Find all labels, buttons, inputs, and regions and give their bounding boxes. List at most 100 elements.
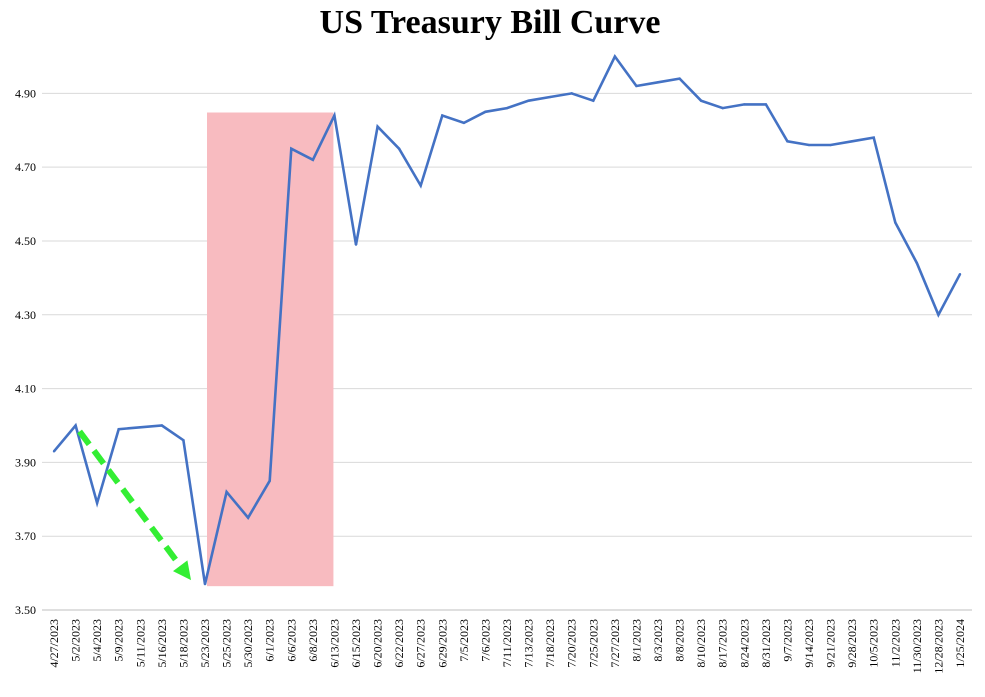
x-tick-label: 5/25/2023 bbox=[220, 619, 234, 668]
data-point bbox=[915, 261, 919, 265]
x-tick-label: 6/20/2023 bbox=[371, 619, 385, 668]
x-tick-label: 8/8/2023 bbox=[673, 619, 687, 662]
x-tick-label: 7/5/2023 bbox=[457, 619, 471, 662]
y-axis: 3.50 3.70 3.90 4.10 4.30 4.50 4.70 4.90 bbox=[15, 86, 36, 617]
x-tick-label: 8/3/2023 bbox=[651, 619, 665, 662]
x-tick-label: 5/2/2023 bbox=[69, 619, 83, 662]
data-point bbox=[268, 479, 271, 483]
x-tick-label: 7/13/2023 bbox=[522, 619, 536, 668]
x-tick-label: 11/30/2023 bbox=[910, 619, 924, 673]
data-point bbox=[354, 243, 358, 246]
series-line bbox=[53, 53, 962, 585]
chart-title: US Treasury Bill Curve bbox=[320, 4, 661, 41]
x-tick-label: 6/6/2023 bbox=[284, 619, 298, 662]
x-tick-label: 4/27/2023 bbox=[47, 619, 61, 668]
x-tick-label: 5/18/2023 bbox=[176, 619, 190, 668]
data-point bbox=[311, 158, 315, 161]
y-tick-label: 3.50 bbox=[15, 603, 36, 617]
y-tick-label: 4.30 bbox=[15, 308, 36, 322]
x-tick-label: 7/18/2023 bbox=[543, 619, 557, 668]
x-tick-label: 10/5/2023 bbox=[867, 619, 881, 668]
data-point bbox=[958, 272, 962, 276]
data-point bbox=[505, 106, 509, 110]
data-point bbox=[721, 106, 724, 110]
data-point bbox=[829, 143, 832, 147]
x-tick-label: 6/22/2023 bbox=[392, 619, 406, 668]
y-tick-label: 4.10 bbox=[15, 382, 36, 396]
x-axis: 4/27/2023 5/2/2023 5/4/2023 5/9/2023 5/11/20… bbox=[47, 619, 967, 674]
highlight-band bbox=[207, 112, 334, 587]
arrow-shaft bbox=[77, 429, 183, 568]
x-tick-label: 6/15/2023 bbox=[349, 619, 363, 668]
data-point bbox=[786, 140, 789, 143]
data-point bbox=[894, 221, 897, 224]
data-point bbox=[937, 313, 940, 316]
arrow-head bbox=[173, 560, 191, 581]
data-point bbox=[527, 99, 530, 102]
data-point bbox=[246, 516, 250, 519]
highlight-band-layer bbox=[207, 112, 334, 587]
y-tick-label: 3.70 bbox=[15, 529, 36, 543]
x-tick-label: 1/25/2024 bbox=[953, 619, 967, 668]
data-point bbox=[548, 95, 552, 99]
y-tick-label: 4.70 bbox=[15, 160, 36, 174]
data-point bbox=[182, 439, 185, 442]
x-tick-label: 8/24/2023 bbox=[737, 619, 751, 668]
y-tick-label: 3.90 bbox=[15, 455, 36, 469]
x-tick-label: 7/27/2023 bbox=[608, 619, 622, 668]
data-point bbox=[419, 184, 422, 187]
data-point bbox=[95, 501, 99, 505]
data-point bbox=[570, 92, 573, 95]
data-point bbox=[376, 125, 379, 128]
y-tick-label: 4.50 bbox=[15, 234, 36, 248]
x-tick-label: 6/29/2023 bbox=[435, 619, 449, 668]
data-point bbox=[52, 450, 56, 453]
data-point bbox=[225, 490, 228, 494]
x-tick-label: 7/25/2023 bbox=[586, 619, 600, 668]
x-tick-label: 5/30/2023 bbox=[241, 619, 255, 668]
data-point bbox=[592, 99, 595, 102]
data-point bbox=[462, 121, 466, 125]
x-tick-label: 7/20/2023 bbox=[565, 619, 579, 668]
data-point bbox=[807, 143, 811, 147]
data-point bbox=[397, 147, 401, 150]
data-point bbox=[441, 114, 444, 117]
x-tick-label: 9/28/2023 bbox=[845, 619, 859, 668]
data-point bbox=[203, 582, 207, 586]
x-tick-label: 6/13/2023 bbox=[327, 619, 341, 668]
data-point bbox=[74, 424, 77, 427]
data-point bbox=[160, 424, 164, 427]
data-point bbox=[290, 147, 293, 150]
x-tick-label: 12/28/2023 bbox=[931, 619, 945, 674]
x-tick-label: 9/14/2023 bbox=[802, 619, 816, 668]
x-tick-label: 8/17/2023 bbox=[716, 619, 730, 668]
data-point bbox=[117, 427, 120, 431]
x-tick-label: 5/16/2023 bbox=[155, 619, 169, 668]
x-tick-label: 8/10/2023 bbox=[694, 619, 708, 668]
x-tick-label: 5/4/2023 bbox=[90, 619, 104, 662]
x-tick-label: 5/23/2023 bbox=[198, 619, 212, 668]
data-point bbox=[850, 140, 854, 143]
gridlines bbox=[42, 92, 972, 611]
x-tick-label: 6/1/2023 bbox=[263, 619, 277, 662]
data-point bbox=[635, 84, 638, 88]
data-point bbox=[333, 114, 336, 117]
x-tick-label: 11/2/2023 bbox=[888, 619, 902, 667]
x-tick-label: 5/9/2023 bbox=[112, 619, 126, 662]
x-tick-label: 8/1/2023 bbox=[629, 619, 643, 662]
x-tick-label: 5/11/2023 bbox=[133, 619, 147, 667]
x-tick-label: 6/8/2023 bbox=[306, 619, 320, 662]
data-point bbox=[678, 77, 681, 80]
arrow-layer bbox=[77, 429, 191, 581]
series-layer bbox=[52, 53, 962, 586]
x-tick-label: 6/27/2023 bbox=[414, 619, 428, 668]
x-tick-label: 9/7/2023 bbox=[780, 619, 794, 662]
data-point bbox=[656, 81, 660, 84]
x-tick-label: 7/6/2023 bbox=[478, 619, 492, 662]
x-tick-label: 9/21/2023 bbox=[824, 619, 838, 668]
data-point bbox=[743, 103, 746, 106]
data-point bbox=[764, 103, 768, 106]
data-point bbox=[613, 55, 617, 58]
x-tick-label: 8/31/2023 bbox=[759, 619, 773, 668]
